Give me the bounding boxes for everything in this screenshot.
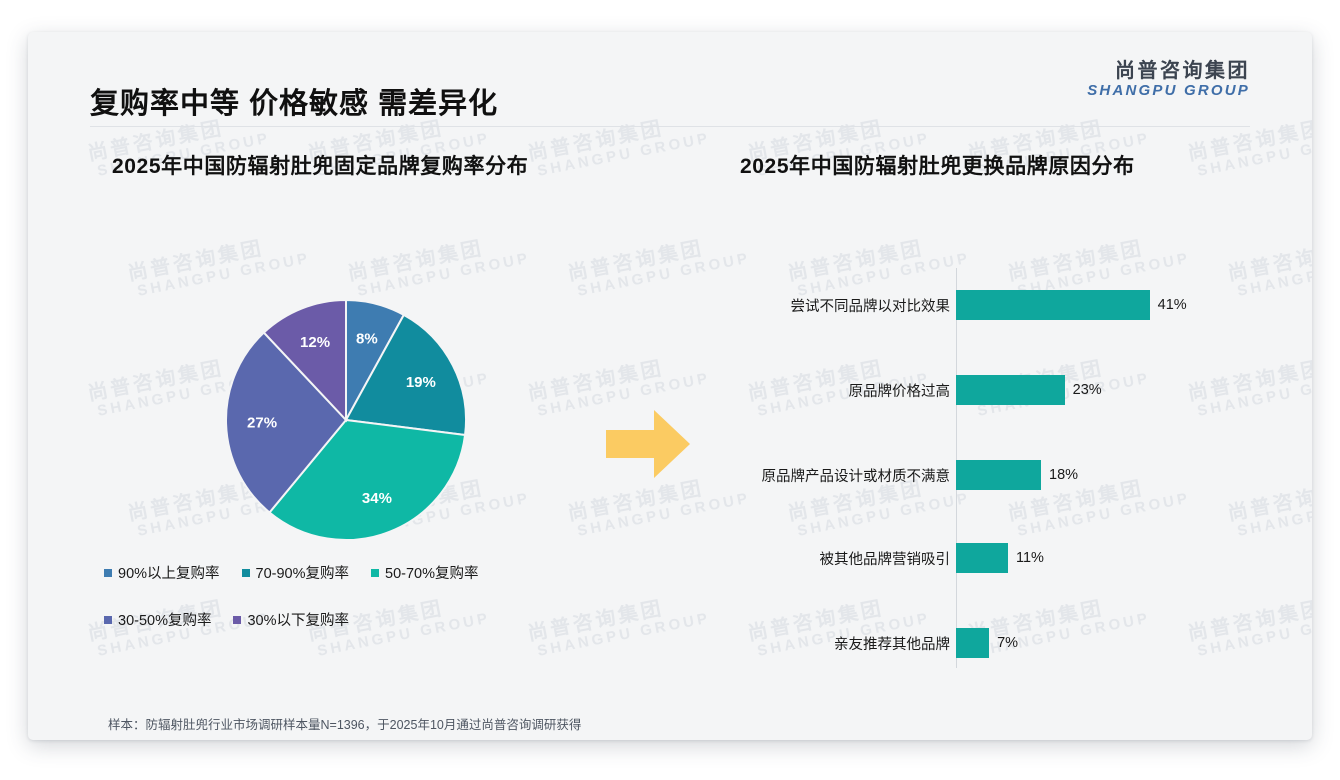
pie-legend-item[interactable]: 70-90%复购率 xyxy=(241,562,350,583)
bar-category-label: 被其他品牌营销吸引 xyxy=(819,551,951,568)
bar-value-label: 11% xyxy=(1015,550,1044,566)
pie-legend-label: 30-50%复购率 xyxy=(118,613,212,629)
pie-chart: 8% 19% 34% 27% 12% xyxy=(221,295,471,545)
bar-track: 11% xyxy=(956,541,1258,575)
bar-category-label: 原品牌价格过高 xyxy=(848,383,951,400)
bar-chart: 尝试不同品牌以对比效果 41% 原品牌价格过高 23% 原品牌产品设计或材质不满意 18%… xyxy=(698,268,1258,668)
bar-fill xyxy=(956,460,1042,490)
bar-track: 23% xyxy=(956,373,1258,407)
right-arrow-icon xyxy=(602,404,694,484)
brand-name-cn: 尚普咨询集团 xyxy=(1115,60,1250,82)
pie-slice-label: 12% xyxy=(300,334,330,351)
header-divider xyxy=(90,126,1250,127)
legend-swatch-icon xyxy=(241,568,250,577)
pie-slice-label: 27% xyxy=(247,415,277,432)
page-title: 复购率中等 价格敏感 需差异化 xyxy=(90,88,499,120)
pie-slice-label: 8% xyxy=(356,331,378,348)
bar-fill xyxy=(956,628,990,658)
legend-swatch-icon xyxy=(233,615,242,624)
pie-legend-row-1: 90%以上复购率 70-90%复购率 50-70%复购率 xyxy=(104,562,644,583)
bar-value-label: 41% xyxy=(1157,297,1187,313)
pie-chart-title: 2025年中国防辐射肚兜固定品牌复购率分布 xyxy=(112,155,529,178)
bar-value-label: 23% xyxy=(1072,382,1102,398)
pie-slice xyxy=(344,313,467,437)
pie-legend-item[interactable]: 90%以上复购率 xyxy=(104,562,220,583)
pie-chart-svg: 8% 19% 34% 27% 12% xyxy=(225,298,467,541)
pie-legend-label: 50-70%复购率 xyxy=(385,566,479,582)
bar-category-label: 尝试不同品牌以对比效果 xyxy=(790,298,951,315)
bar-value-label: 7% xyxy=(997,635,1019,651)
bar-track: 18% xyxy=(956,458,1258,492)
bar-track: 7% xyxy=(956,626,1258,660)
pie-slice xyxy=(262,298,347,423)
slide-header: 复购率中等 价格敏感 需差异化 尚普咨询集团 SHANGPU GROUP xyxy=(28,32,1312,128)
bar-chart-panel: 2025年中国防辐射肚兜更换品牌原因分布 尝试不同品牌以对比效果 41% 原品牌价格… xyxy=(698,150,1258,670)
pie-legend-label: 30%以下复购率 xyxy=(247,613,350,629)
right-arrow-svg xyxy=(606,410,690,478)
legend-swatch-icon xyxy=(371,568,380,577)
pie-legend: 90%以上复购率 70-90%复购率 50-70%复购率 30-50%复购率 30%以… xyxy=(104,562,644,656)
slide-card: 尚普咨询集团 SHANGPU GROUP 尚普咨询集团 SHANGPU GROUP 尚普… xyxy=(28,32,1312,740)
pie-legend-item[interactable]: 50-70%复购率 xyxy=(371,562,479,583)
pie-slice xyxy=(225,331,348,514)
bar-chart-row: 亲友推荐其他品牌 7% xyxy=(698,626,1258,660)
pie-legend-label: 70-90%复购率 xyxy=(255,566,350,582)
legend-swatch-icon xyxy=(104,568,112,577)
pie-chart-panel: 2025年中国防辐射肚兜固定品牌复购率分布 8% 19% 34% 27% 12% 90%… xyxy=(86,150,646,670)
pie-legend-item[interactable]: 30%以下复购率 xyxy=(233,609,349,630)
bar-chart-title: 2025年中国防辐射肚兜更换品牌原因分布 xyxy=(740,155,1135,178)
pie-slice-label: 19% xyxy=(406,374,436,391)
bar-value-label: 18% xyxy=(1049,467,1079,483)
pie-slice-label: 34% xyxy=(362,490,392,507)
bar-fill xyxy=(956,543,1008,573)
bar-chart-row: 尝试不同品牌以对比效果 41% xyxy=(698,288,1258,322)
bar-chart-row: 原品牌价格过高 23% xyxy=(698,373,1258,407)
pie-legend-item[interactable]: 30-50%复购率 xyxy=(104,609,211,630)
pie-slice xyxy=(268,418,467,541)
pie-legend-row-2: 30-50%复购率 30%以下复购率 xyxy=(104,609,644,630)
bar-chart-row: 原品牌产品设计或材质不满意 18% xyxy=(698,458,1258,492)
brand-logo: 尚普咨询集团 SHANGPU GROUP xyxy=(1087,60,1250,100)
pie-legend-label: 90%以上复购率 xyxy=(118,566,220,582)
bar-category-label: 原品牌产品设计或材质不满意 xyxy=(761,468,951,485)
legend-swatch-icon xyxy=(104,615,112,624)
bar-fill xyxy=(956,375,1065,405)
bar-track: 41% xyxy=(956,288,1258,322)
sample-footnote: 样本：防辐射肚兜行业市场调研样本量N=1396，于2025年10月通过尚普咨询调… xyxy=(108,718,582,732)
bar-chart-row: 被其他品牌营销吸引 11% xyxy=(698,541,1258,575)
bar-fill xyxy=(956,290,1150,320)
brand-name-en: SHANGPU GROUP xyxy=(1087,82,1250,100)
bar-category-label: 亲友推荐其他品牌 xyxy=(834,636,950,653)
